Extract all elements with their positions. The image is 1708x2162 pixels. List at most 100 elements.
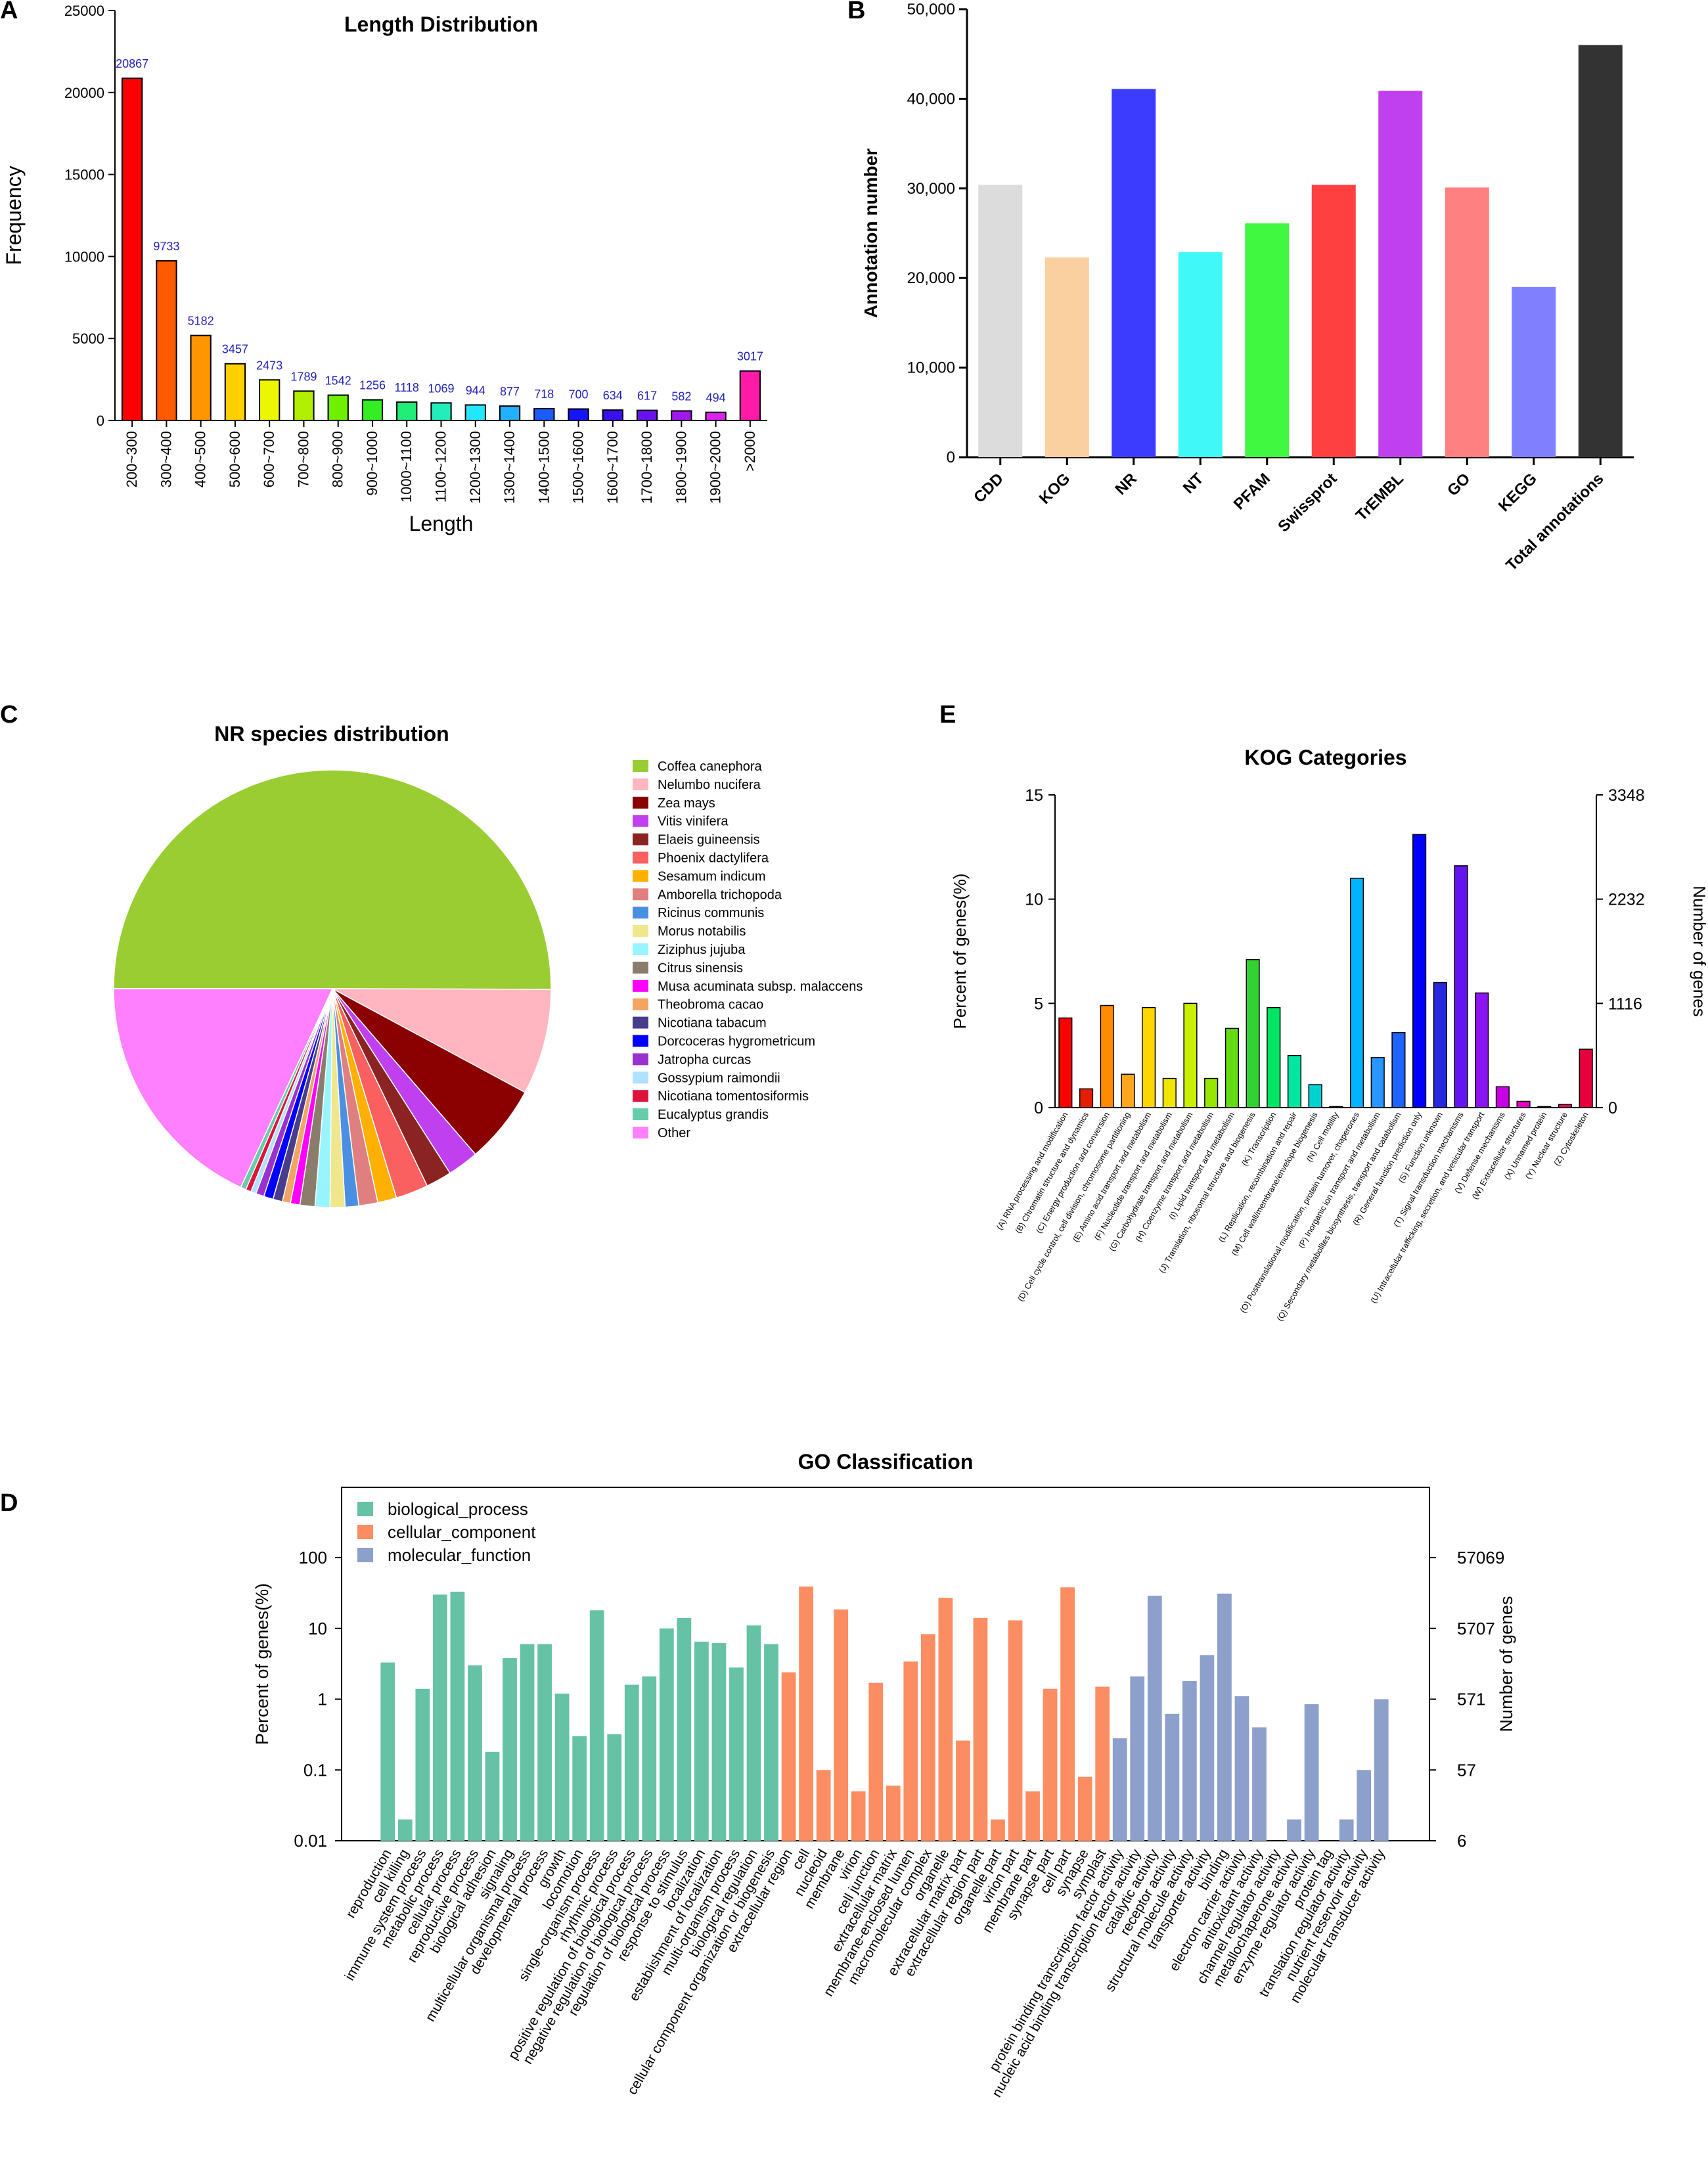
- bar: [1579, 1048, 1593, 1108]
- legend-swatch: [357, 1502, 373, 1516]
- bar: [190, 334, 212, 421]
- x-tick-label: >2000: [742, 431, 758, 472]
- x-tick-label: GO: [1444, 470, 1473, 499]
- panel-letter-c: C: [0, 701, 18, 729]
- y2-axis-title: Number of genes: [1690, 886, 1708, 1016]
- bar: [1329, 1106, 1343, 1108]
- bar: [397, 1819, 413, 1841]
- bar: [1025, 1791, 1040, 1841]
- legend-label: Sesamum indicum: [658, 869, 766, 884]
- legend-swatch: [633, 870, 648, 882]
- y-tick-label: 10: [1025, 891, 1043, 909]
- bar: [468, 1665, 482, 1841]
- y2-tick-label: 6: [1457, 1831, 1466, 1851]
- data-label: 3457: [222, 343, 248, 356]
- legend-label: Ricinus communis: [658, 906, 764, 920]
- x-tick-label: 600~700: [261, 431, 277, 487]
- y2-tick-label: 57: [1457, 1760, 1476, 1780]
- legend-label: Vitis vinifera: [658, 815, 729, 829]
- data-label: 700: [569, 388, 589, 401]
- legend-label: cellular_component: [388, 1522, 536, 1542]
- panel-letter-e: E: [939, 701, 956, 729]
- bar: [1308, 1084, 1322, 1108]
- bar: [1079, 1088, 1094, 1108]
- legend-label: Other: [658, 1126, 690, 1140]
- bar: [499, 405, 521, 422]
- bar: [589, 1610, 604, 1841]
- legend-swatch: [633, 778, 648, 790]
- y2-tick-label: 57069: [1457, 1548, 1504, 1567]
- panel-letter-a: A: [0, 0, 18, 24]
- panel-letter-d: D: [0, 1489, 18, 1517]
- y-tick-label: 10: [308, 1619, 327, 1638]
- bar: [156, 260, 177, 422]
- bar: [1537, 1106, 1552, 1108]
- bar: [503, 1658, 517, 1841]
- bar: [1112, 1738, 1127, 1841]
- y-tick-label: 0: [947, 449, 955, 466]
- panel-letter-b: B: [847, 0, 865, 24]
- legend-swatch: [633, 907, 648, 919]
- bar: [1121, 1073, 1135, 1108]
- bar: [799, 1587, 813, 1841]
- x-tick-label: KEGG: [1495, 470, 1540, 515]
- bar: [694, 1641, 709, 1841]
- bar: [1311, 185, 1356, 457]
- bar: [739, 370, 761, 421]
- bar: [903, 1661, 918, 1841]
- bar: [920, 1634, 935, 1841]
- x-tick-label: 1600~1700: [604, 431, 621, 504]
- y-tick-label: 40,000: [907, 90, 955, 108]
- legend-swatch: [633, 815, 648, 827]
- x-tick-label: 1100~1200: [433, 431, 449, 503]
- x-tick-label: 400~500: [192, 431, 209, 487]
- legend-label: Eucalyptus grandis: [658, 1108, 769, 1122]
- bar: [485, 1751, 500, 1841]
- y-tick-label: 10,000: [907, 359, 955, 377]
- y-tick-label: 20000: [64, 85, 104, 101]
- bar: [464, 404, 486, 421]
- bar: [973, 1618, 988, 1841]
- x-tick-label: 1400~1500: [535, 431, 552, 504]
- legend-swatch: [633, 943, 648, 955]
- bar: [1165, 1713, 1180, 1841]
- x-tick-label: 900~1000: [364, 431, 380, 496]
- legend-label: Nicotiana tabacum: [658, 1016, 767, 1031]
- y-tick-label: 5000: [72, 330, 104, 347]
- bar: [602, 409, 623, 421]
- y-tick-label: 30,000: [907, 180, 955, 198]
- x-axis-title: Length: [409, 512, 474, 535]
- bar: [259, 379, 281, 422]
- chart-title: GO Classification: [798, 1450, 974, 1474]
- bar: [1130, 1676, 1145, 1841]
- bar: [1558, 1104, 1573, 1108]
- pie-slice: [332, 988, 552, 1093]
- y2-tick-label: 0: [1608, 1099, 1617, 1117]
- y2-axis-title: Number of genes: [1496, 1596, 1516, 1732]
- bar: [1217, 1593, 1232, 1841]
- legend-label: Elaeis guineensis: [658, 833, 760, 847]
- legend-label: Dorcoceras hygrometricum: [658, 1035, 815, 1049]
- y2-tick-label: 571: [1457, 1690, 1485, 1709]
- bar: [1267, 1006, 1281, 1108]
- data-label: 20867: [116, 57, 148, 70]
- bar: [636, 409, 658, 421]
- legend-label: Gossypium raimondii: [658, 1071, 780, 1085]
- bar: [432, 1594, 447, 1841]
- bar: [1162, 1077, 1177, 1108]
- bar: [851, 1791, 866, 1841]
- x-tick-label: (E) Amino acid transport and metabolism: [1071, 1111, 1153, 1244]
- chart-title: Length Distribution: [344, 12, 538, 36]
- bar: [1246, 958, 1260, 1108]
- bar: [1378, 91, 1423, 457]
- data-label: 3017: [737, 350, 763, 363]
- legend-swatch: [633, 961, 648, 974]
- bar: [537, 1644, 552, 1841]
- legend-swatch: [633, 851, 648, 864]
- y-tick-label: 25000: [64, 3, 104, 19]
- bar: [1516, 1100, 1531, 1108]
- data-label: 1789: [290, 370, 317, 383]
- legend-swatch: [633, 1108, 648, 1121]
